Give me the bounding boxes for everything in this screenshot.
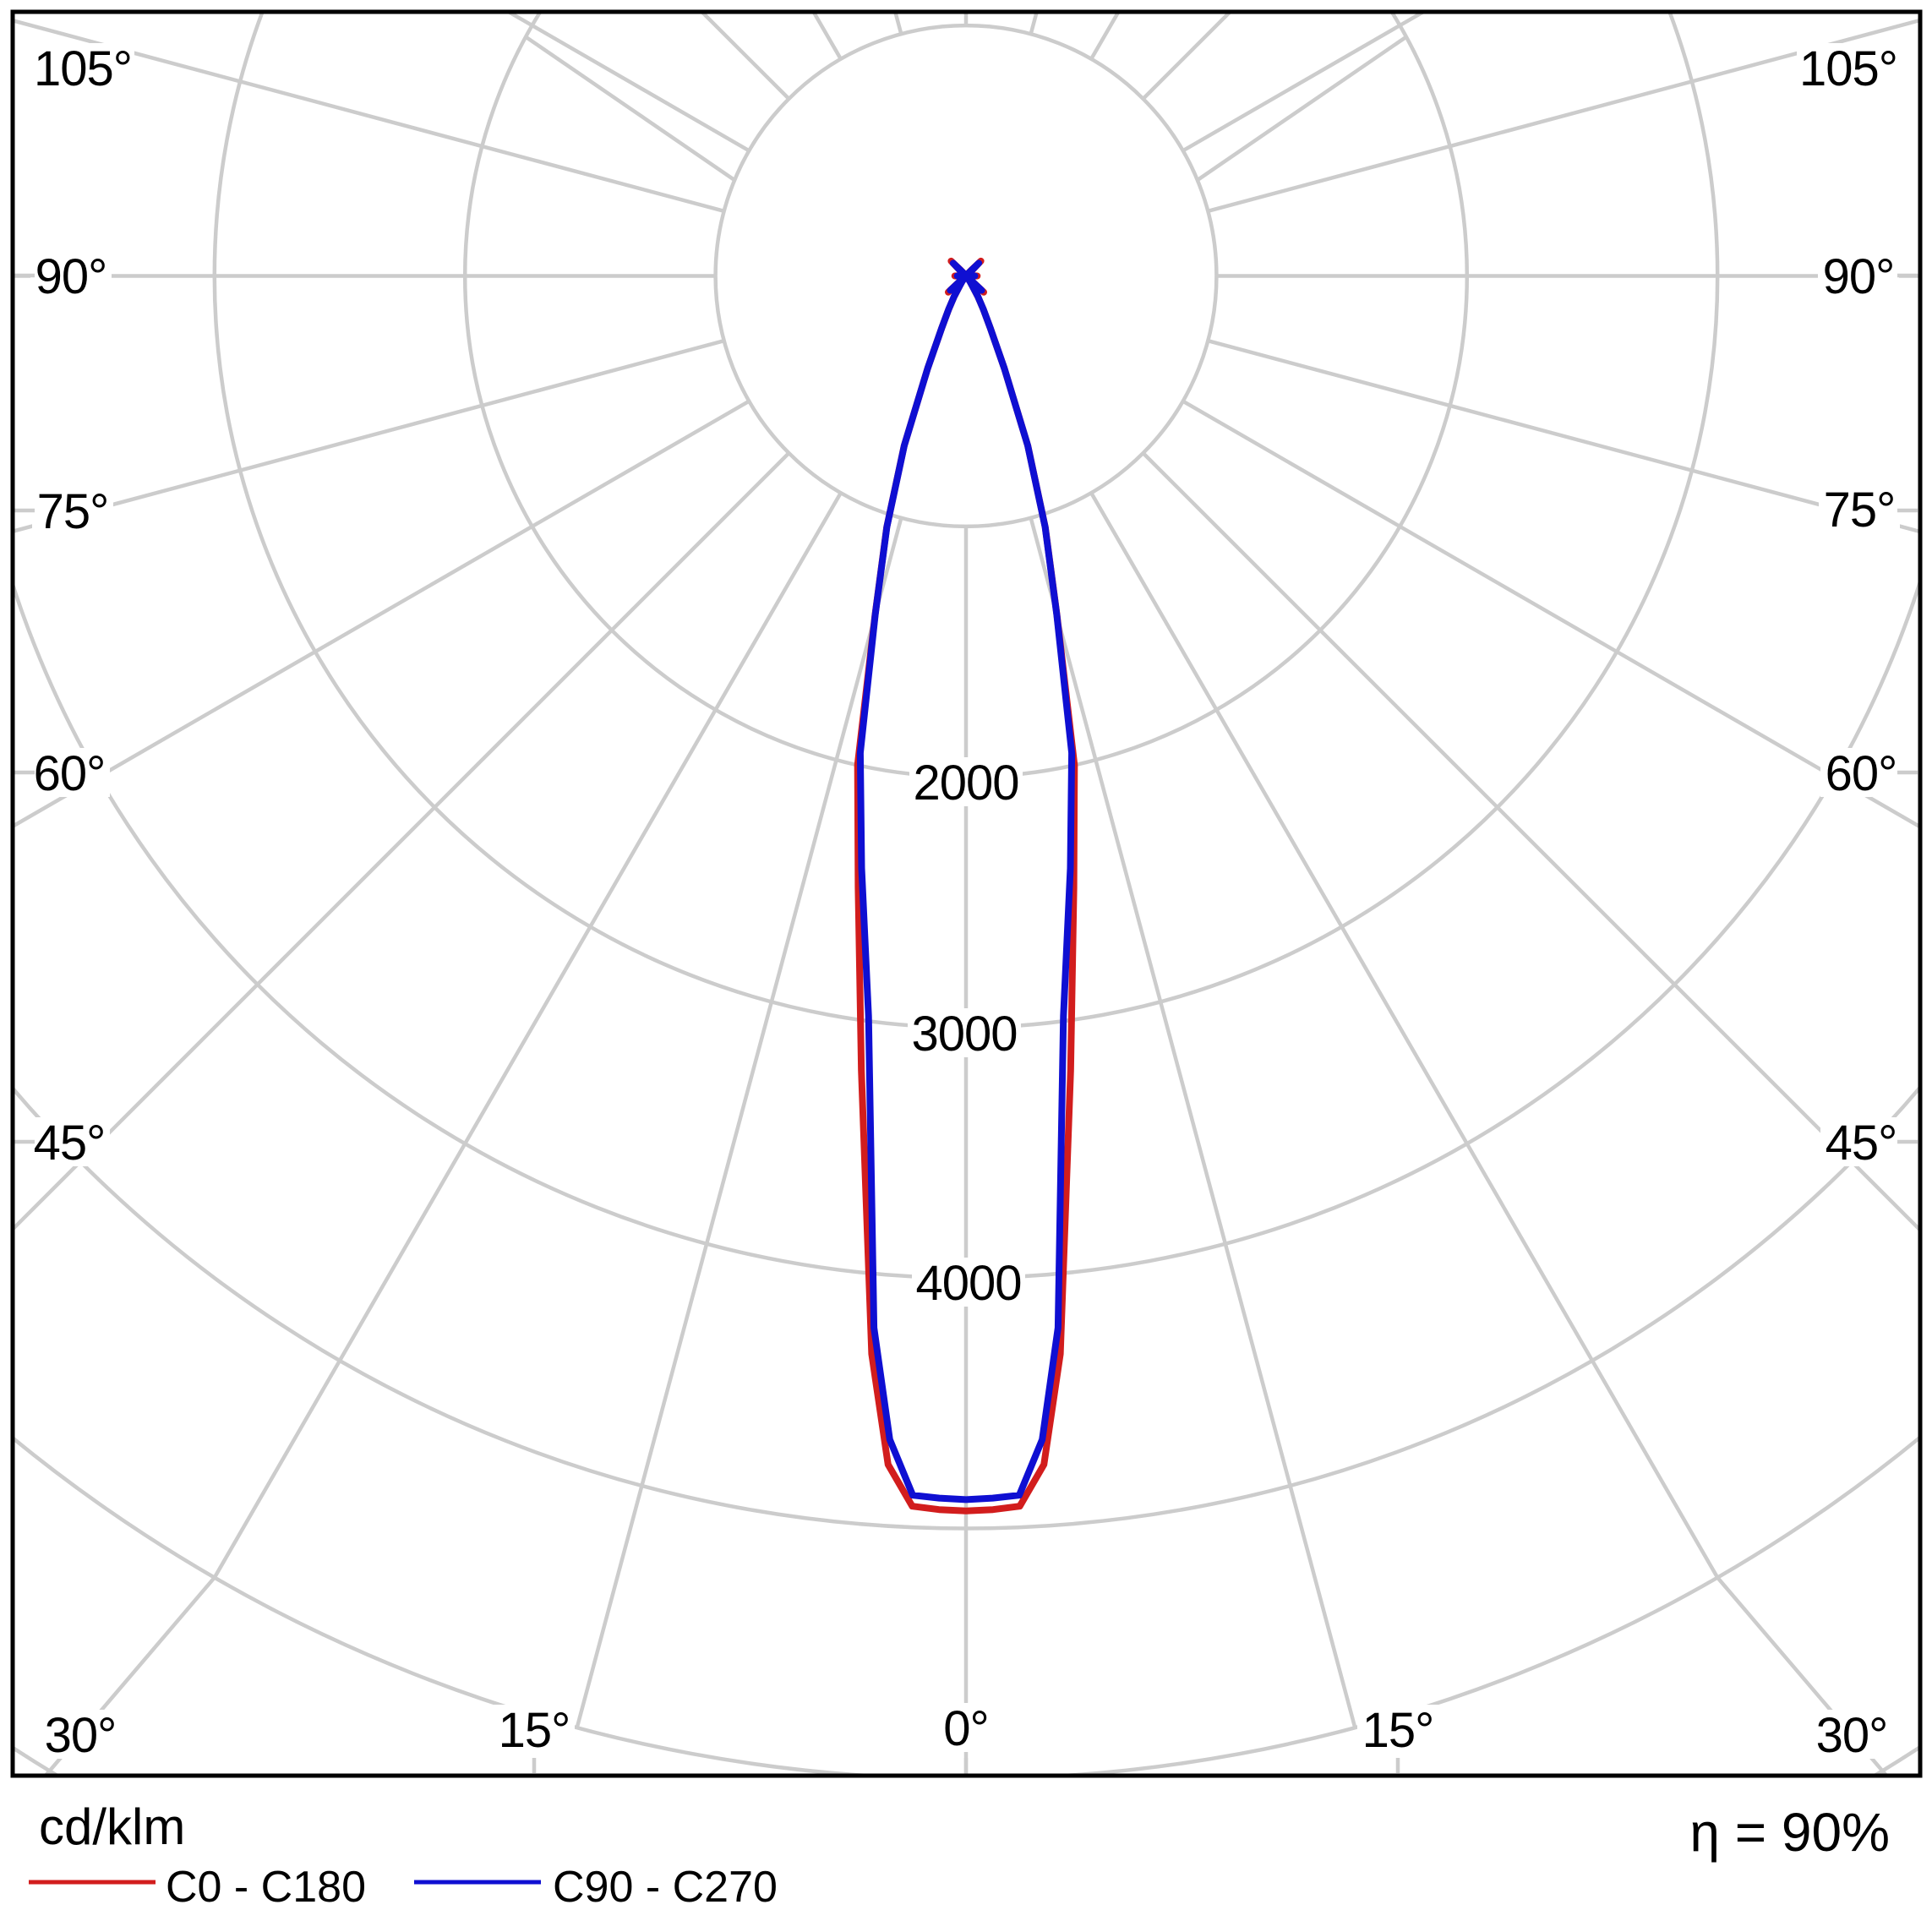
svg-text:15°: 15° [499, 1703, 570, 1758]
svg-text:0°: 0° [943, 1701, 988, 1756]
svg-text:90°: 90° [35, 249, 107, 304]
svg-text:2000: 2000 [913, 756, 1018, 810]
svg-text:75°: 75° [37, 484, 109, 539]
svg-text:105°: 105° [34, 41, 132, 96]
svg-text:60°: 60° [34, 746, 106, 801]
svg-text:75°: 75° [1824, 483, 1896, 538]
svg-text:30°: 30° [45, 1708, 117, 1763]
svg-text:4000: 4000 [915, 1256, 1021, 1311]
svg-text:C90 - C270: C90 - C270 [553, 1863, 778, 1912]
svg-text:90°: 90° [1823, 249, 1895, 304]
svg-text:cd/klm: cd/klm [39, 1798, 185, 1855]
svg-text:3000: 3000 [911, 1007, 1017, 1062]
svg-text:45°: 45° [34, 1116, 106, 1171]
svg-text:45°: 45° [1826, 1116, 1897, 1171]
svg-text:η = 90%: η = 90% [1689, 1802, 1890, 1863]
svg-text:30°: 30° [1816, 1708, 1888, 1763]
svg-text:105°: 105° [1799, 41, 1897, 96]
svg-text:C0 - C180: C0 - C180 [166, 1863, 366, 1912]
svg-text:15°: 15° [1362, 1703, 1434, 1758]
svg-text:60°: 60° [1826, 746, 1897, 801]
